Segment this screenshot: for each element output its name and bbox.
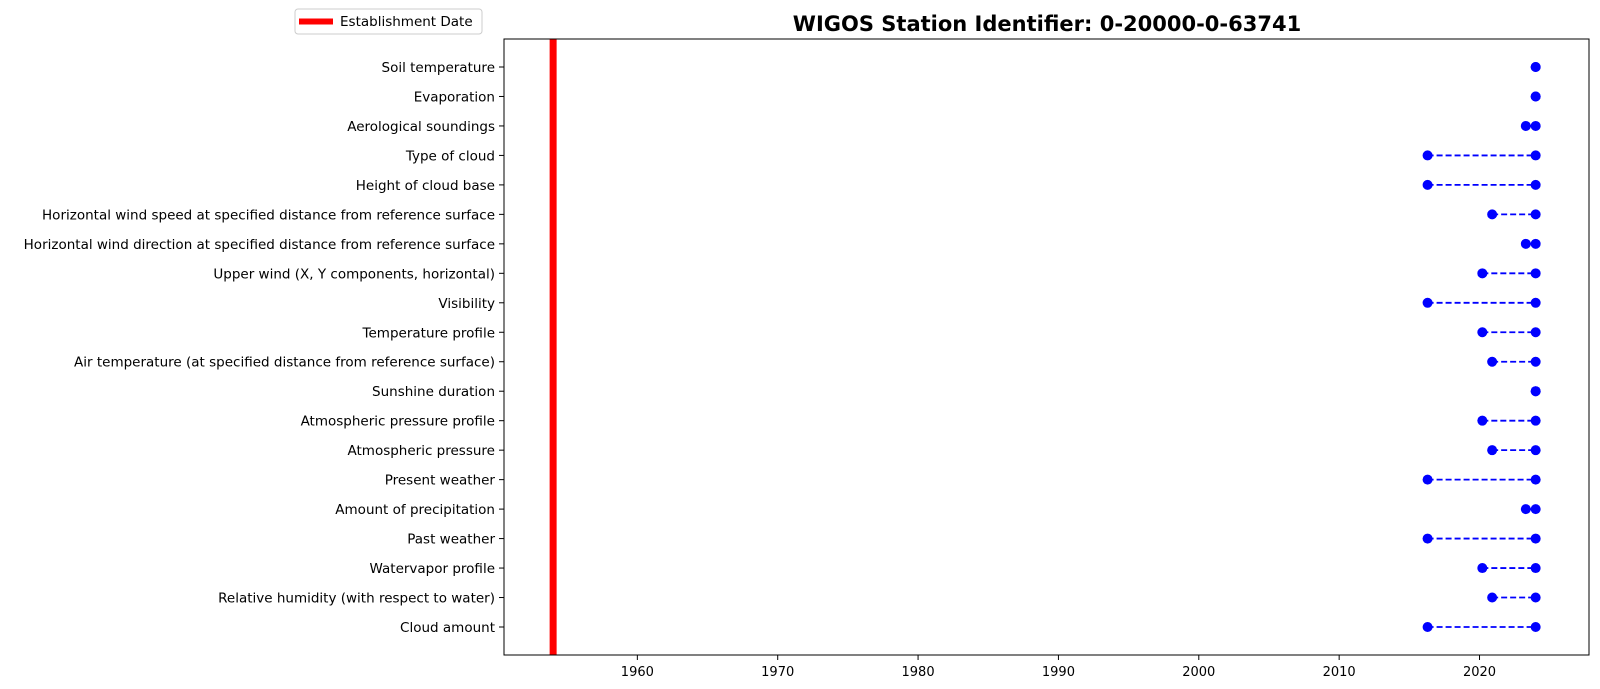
x-tick-label: 1960	[621, 665, 654, 680]
start-point	[1422, 150, 1433, 161]
x-tick-label: 1970	[761, 665, 794, 680]
y-tick-label: Amount of precipitation	[335, 502, 495, 518]
end-point	[1530, 238, 1541, 249]
y-tick-label: Air temperature (at specified distance f…	[74, 355, 495, 371]
y-tick-label: Cloud amount	[400, 620, 495, 636]
y-axis-labels: Cloud amount Relative humidity (with resp…	[24, 60, 504, 636]
start-point	[1477, 327, 1488, 338]
end-point	[1530, 327, 1541, 338]
y-tick-label: Temperature profile	[362, 325, 495, 341]
x-tick-label: 1990	[1042, 665, 1075, 680]
y-tick-label: Relative humidity (with respect to water…	[218, 591, 495, 607]
end-point	[1530, 268, 1541, 279]
y-tick-label: Evaporation	[414, 89, 495, 105]
end-point	[1530, 386, 1541, 397]
y-tick-label: Height of cloud base	[356, 178, 495, 194]
end-point	[1530, 62, 1541, 72]
end-point	[1530, 297, 1541, 308]
start-point	[1520, 238, 1531, 249]
y-tick-label: Soil temperature	[382, 60, 495, 76]
x-tick-label: 2010	[1323, 665, 1356, 680]
chart-title: WIGOS Station Identifier: 0-20000-0-6374…	[793, 12, 1301, 36]
y-tick-label: Watervapor profile	[370, 561, 495, 577]
start-point	[1520, 504, 1531, 515]
x-tick-label: 1980	[902, 665, 935, 680]
start-point	[1422, 474, 1433, 485]
end-point	[1530, 622, 1541, 632]
y-tick-label: Sunshine duration	[372, 384, 495, 400]
start-point	[1422, 622, 1433, 632]
start-point	[1422, 297, 1433, 308]
end-point	[1530, 120, 1541, 131]
start-point	[1477, 563, 1488, 574]
end-point	[1530, 592, 1541, 603]
x-axis-ticks: 1960 1970 1980 1990 2000 2010 2020	[621, 655, 1496, 680]
y-tick-label: Past weather	[407, 532, 495, 548]
start-point	[1487, 592, 1498, 603]
end-point	[1530, 445, 1541, 456]
y-tick-label: Atmospheric pressure	[348, 443, 496, 459]
end-point	[1530, 356, 1541, 367]
end-point	[1530, 474, 1541, 485]
y-tick-label: Aerological soundings	[347, 119, 495, 135]
y-tick-label: Horizontal wind direction at specified d…	[24, 237, 495, 253]
start-point	[1487, 445, 1498, 456]
end-point	[1530, 179, 1541, 190]
y-tick-label: Present weather	[385, 473, 496, 489]
end-point	[1530, 504, 1541, 515]
start-point	[1422, 533, 1433, 544]
start-point	[1487, 209, 1498, 220]
start-point	[1487, 356, 1498, 367]
x-tick-label: 2020	[1463, 665, 1496, 680]
y-tick-label: Horizontal wind speed at specified dista…	[42, 207, 495, 223]
start-point	[1422, 179, 1433, 190]
legend-label-establishment: Establishment Date	[340, 14, 473, 30]
end-point	[1530, 533, 1541, 544]
y-tick-label: Visibility	[438, 296, 495, 312]
x-tick-label: 2000	[1182, 665, 1215, 680]
start-point	[1477, 415, 1488, 426]
end-point	[1530, 415, 1541, 426]
legend-frame	[294, 8, 483, 35]
plot-area	[549, 39, 1541, 655]
y-tick-label: Type of cloud	[405, 148, 495, 164]
end-point	[1530, 91, 1541, 102]
legend: Establishment Date	[294, 8, 483, 35]
end-point	[1530, 209, 1541, 220]
plot-frame	[503, 38, 1590, 656]
start-point	[1520, 120, 1531, 131]
y-tick-label: Upper wind (X, Y components, horizontal)	[213, 266, 495, 282]
end-point	[1530, 563, 1541, 574]
start-point	[1477, 268, 1488, 279]
y-tick-label: Atmospheric pressure profile	[301, 414, 495, 430]
end-point	[1530, 150, 1541, 161]
